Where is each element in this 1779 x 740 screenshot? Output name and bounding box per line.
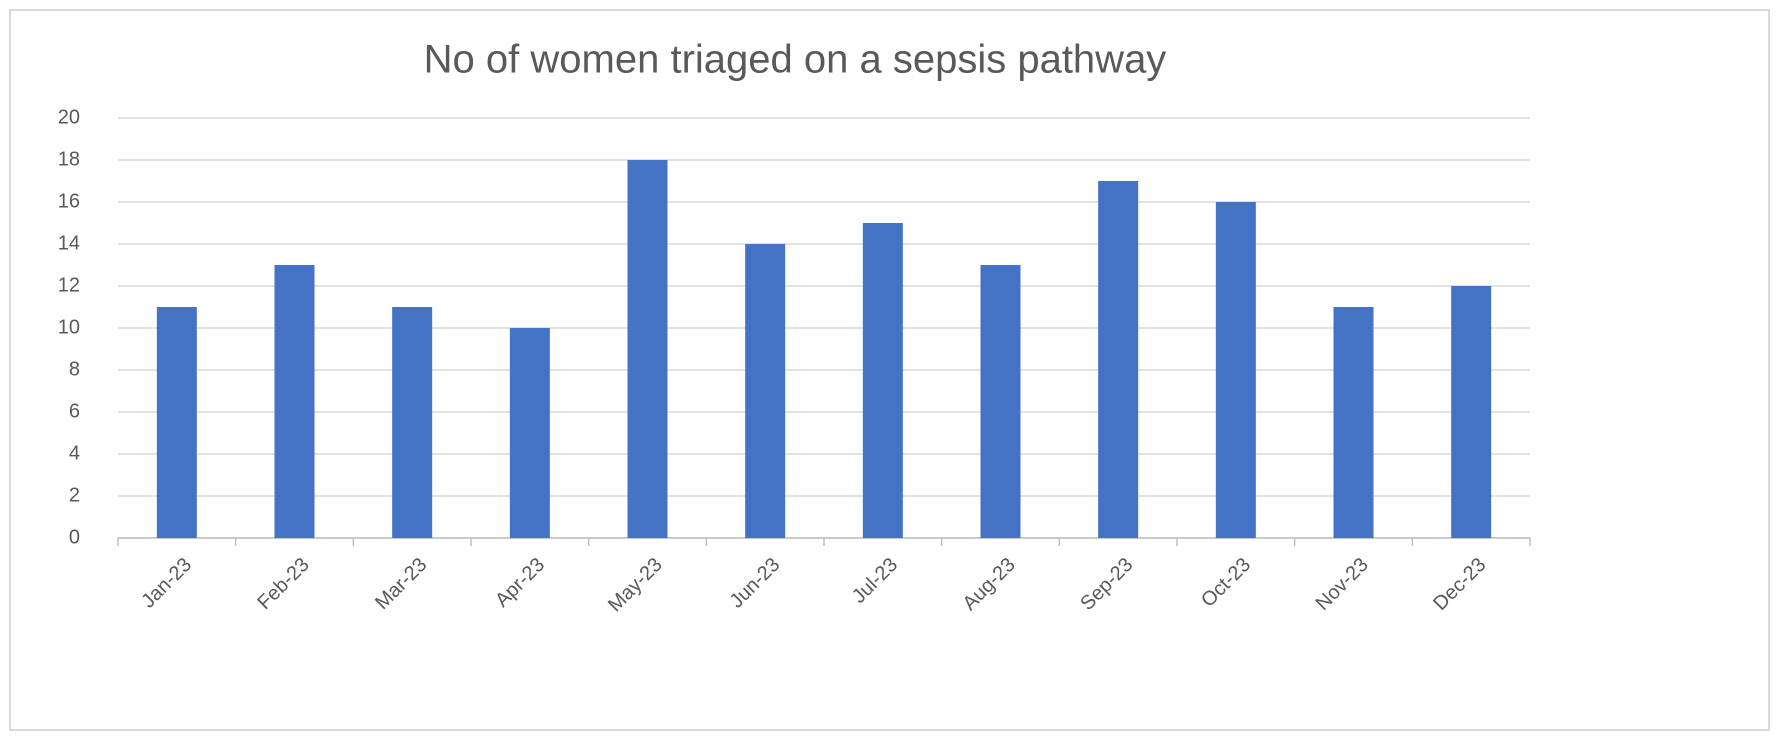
y-tick-label: 14 [58,232,80,254]
y-tick-label: 8 [69,358,80,380]
bar [509,328,550,538]
bar [627,160,668,538]
bar [862,223,903,538]
y-tick-label: 16 [58,190,80,212]
bar [980,265,1021,538]
y-tick-label: 18 [58,148,80,170]
y-tick-label: 6 [69,400,80,422]
y-tick-label: 4 [69,442,80,464]
bar [745,244,786,538]
bar [1215,202,1256,538]
bar [1098,181,1139,538]
y-tick-label: 0 [69,526,80,548]
chart-title: No of women triaged on a sepsis pathway [424,38,1167,82]
bar [392,307,433,538]
bar [156,307,197,538]
bar [1451,286,1492,538]
y-tick-label: 12 [58,274,80,296]
y-tick-label: 20 [58,106,80,128]
bar [1333,307,1374,538]
y-tick-label: 2 [69,484,80,506]
y-tick-label: 10 [58,316,80,338]
bar [274,265,315,538]
